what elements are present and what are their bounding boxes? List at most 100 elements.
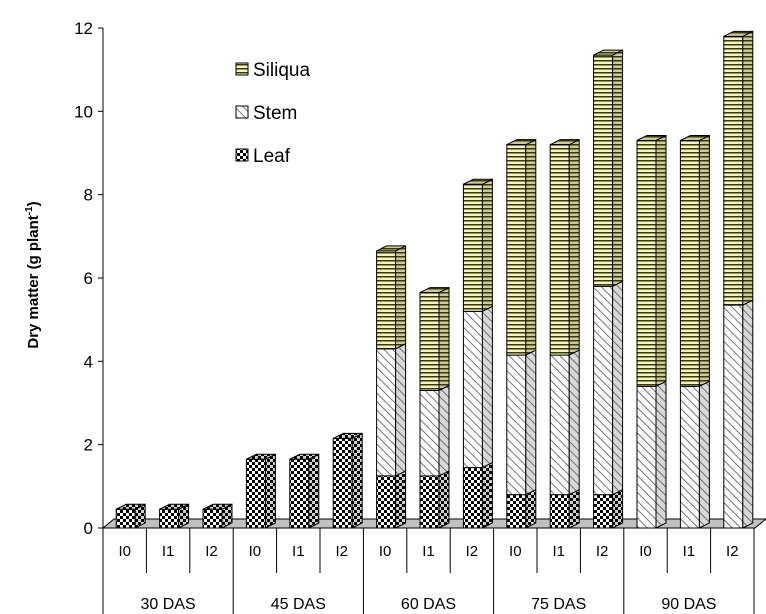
legend-swatch-siliqua xyxy=(235,62,249,76)
bar-segment-stem xyxy=(506,354,527,496)
bar-side-stem xyxy=(481,305,493,469)
bar-side-leaf xyxy=(395,470,407,529)
bar-stack xyxy=(506,138,537,529)
bar-segment-leaf xyxy=(419,475,440,529)
bar-segment-leaf xyxy=(376,475,397,529)
x-tick-label: I1 xyxy=(422,543,435,560)
bar-stack xyxy=(202,503,233,529)
bar-segment-siliqua xyxy=(679,140,700,387)
bar-segment-siliqua xyxy=(506,144,527,356)
bar-top-siliqua xyxy=(506,139,537,146)
bar-segment-stem xyxy=(419,390,440,477)
bar-segment-stem xyxy=(549,354,570,496)
bar-segment-siliqua xyxy=(636,140,657,387)
legend-label-stem: Stem xyxy=(253,103,297,124)
legend-swatch-leaf xyxy=(235,148,249,162)
y-tick-label: 2 xyxy=(84,436,93,455)
y-tick-label: 12 xyxy=(74,19,93,38)
bar-side-siliqua xyxy=(438,286,450,392)
bar-top-leaf xyxy=(202,503,233,510)
bar-side-leaf xyxy=(264,453,276,529)
x-tick-label: I0 xyxy=(639,543,652,560)
bar-side-stem xyxy=(655,380,667,529)
x-group-label: 75 DAS xyxy=(531,596,586,613)
legend-item-stem: Stem xyxy=(235,103,297,124)
bar-top-siliqua xyxy=(549,139,580,146)
bar-side-leaf xyxy=(612,488,624,529)
bar-top-siliqua xyxy=(636,135,667,141)
bar-segment-siliqua xyxy=(723,35,744,306)
legend-item-siliqua: Siliqua xyxy=(235,60,310,81)
bar-segment-leaf xyxy=(332,437,353,529)
bar-side-siliqua xyxy=(481,178,493,313)
y-tick-label: 10 xyxy=(74,102,93,121)
bar-segment-stem xyxy=(593,285,614,496)
bar-stack xyxy=(419,286,450,529)
bar-side-leaf xyxy=(568,488,580,529)
bar-segment-siliqua xyxy=(549,144,570,356)
bar-side-leaf xyxy=(525,488,537,529)
y-tick-label: 8 xyxy=(84,186,93,205)
bar-side-siliqua xyxy=(742,30,754,306)
x-group-label: 45 DAS xyxy=(271,596,326,613)
bar-side-stem xyxy=(525,349,537,496)
bar-side-siliqua xyxy=(568,138,580,356)
bar-segment-leaf xyxy=(289,458,310,529)
x-tick-label: I1 xyxy=(162,543,175,560)
bar-side-siliqua xyxy=(612,49,624,288)
bar-segment-siliqua xyxy=(593,54,614,287)
y-tick-label: 6 xyxy=(84,269,93,288)
bar-segment-stem xyxy=(376,348,397,477)
bar-segment-stem xyxy=(636,385,657,529)
bar-stack xyxy=(245,453,276,529)
bar-segment-leaf xyxy=(506,494,527,529)
bar-side-stem xyxy=(698,380,710,529)
bar-top-siliqua xyxy=(680,135,710,141)
bar-side-siliqua xyxy=(525,138,537,356)
y-axis-label: Dry matter (g plant-1) xyxy=(24,201,42,348)
bar-segment-leaf xyxy=(115,508,136,529)
bar-segment-siliqua xyxy=(419,292,440,392)
bar-segment-stem xyxy=(462,310,483,469)
bar-top-leaf xyxy=(289,453,320,460)
bar-side-siliqua xyxy=(698,134,710,388)
x-tick-label: I1 xyxy=(292,543,305,560)
bar-top-leaf xyxy=(159,503,189,510)
x-tick-label: I0 xyxy=(118,543,131,560)
x-tick-label: I0 xyxy=(379,543,392,560)
bar-side-stem xyxy=(742,299,754,529)
bar-segment-stem xyxy=(723,304,744,529)
bar-stack xyxy=(593,49,624,529)
y-tick-label: 0 xyxy=(84,519,93,538)
bar-segment-leaf xyxy=(159,508,180,529)
bar-stack xyxy=(115,503,146,529)
bar-segment-siliqua xyxy=(462,183,483,312)
x-tick-label: I2 xyxy=(205,543,218,560)
legend-swatch-stem xyxy=(235,105,249,119)
x-group-label: 30 DAS xyxy=(141,596,196,613)
x-tick-label: I0 xyxy=(509,543,522,560)
bar-stack xyxy=(636,134,667,529)
bar-stack xyxy=(679,134,710,529)
bar-side-leaf xyxy=(438,470,450,529)
bar-segment-leaf xyxy=(549,494,570,529)
x-tick-label: I2 xyxy=(466,543,479,560)
bar-top-siliqua xyxy=(463,178,493,185)
bar-stack xyxy=(289,453,320,529)
bar-stack xyxy=(462,178,493,529)
bar-top-leaf xyxy=(115,503,146,510)
x-tick-label: I0 xyxy=(249,543,262,560)
bar-top-leaf xyxy=(332,432,363,439)
legend-item-leaf: Leaf xyxy=(235,146,291,167)
bar-side-siliqua xyxy=(655,134,667,388)
bar-top-leaf xyxy=(246,453,276,460)
bar-stack xyxy=(549,138,580,529)
bar-stack xyxy=(376,245,407,529)
bar-segment-leaf xyxy=(202,508,223,529)
bar-segment-leaf xyxy=(245,458,266,529)
legend-label-siliqua: Siliqua xyxy=(253,60,310,81)
bar-side-siliqua xyxy=(395,245,407,350)
x-tick-label: I1 xyxy=(683,543,696,560)
bar-stack xyxy=(159,503,190,529)
